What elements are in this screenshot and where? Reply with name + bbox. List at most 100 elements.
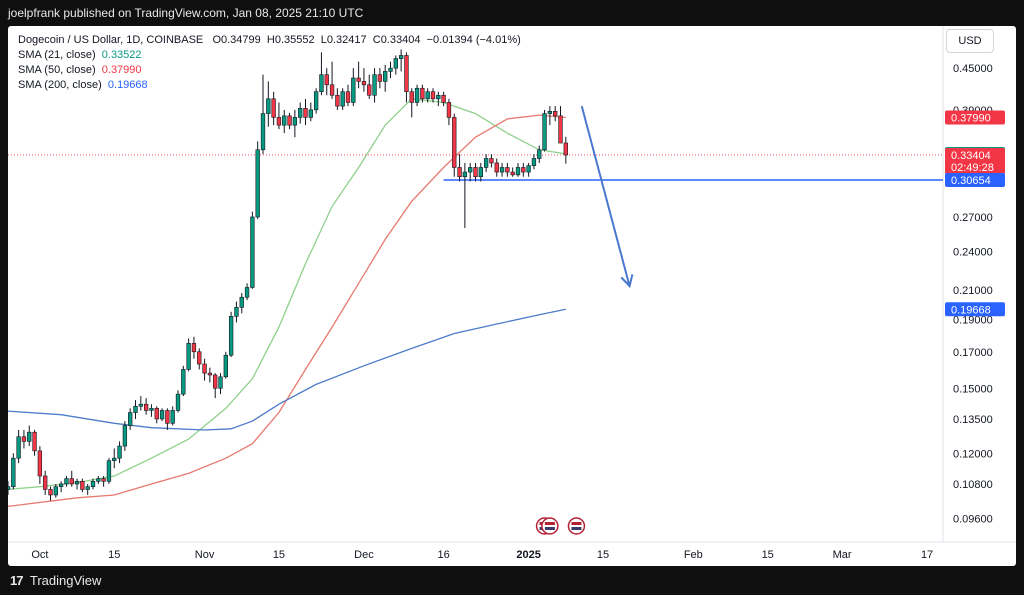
candle-body <box>547 111 553 114</box>
chart-panel[interactable]: 0.450000.390000.270000.240000.210000.190… <box>8 26 1016 566</box>
candle <box>324 68 329 96</box>
x-tick-label: Feb <box>684 549 703 561</box>
candle <box>521 162 526 177</box>
candle <box>43 470 48 495</box>
candle <box>122 421 128 451</box>
candle-body <box>409 91 414 103</box>
candle-body <box>505 167 510 173</box>
candle <box>420 84 425 103</box>
candle <box>58 481 64 493</box>
currency-button[interactable]: USD <box>946 29 994 53</box>
candle-body <box>489 158 494 164</box>
candle <box>228 311 234 357</box>
down-arrow-shaft <box>580 105 631 287</box>
ohlc-change: −0.01394 (−4.01%) <box>426 34 521 46</box>
candle-body <box>499 167 505 173</box>
candle <box>271 91 276 126</box>
candle-body <box>510 171 515 176</box>
candle <box>175 390 181 413</box>
x-tick-label: 15 <box>597 549 609 561</box>
candle-body <box>383 71 388 82</box>
candle <box>276 102 282 130</box>
candle-body <box>388 67 393 72</box>
candle-body <box>335 94 340 107</box>
candle <box>468 162 473 182</box>
candle-body <box>170 410 175 424</box>
candle-body <box>478 167 483 178</box>
publish-info: joelpfrank published on TradingView.com,… <box>8 6 364 20</box>
candle <box>223 351 228 379</box>
candle <box>218 373 223 395</box>
candle-body <box>276 117 282 126</box>
candle <box>457 154 462 182</box>
candle <box>138 396 143 411</box>
candle <box>383 64 388 92</box>
sma200-value: 0.19668 <box>107 79 148 91</box>
x-tick-label: 17 <box>921 549 933 561</box>
candle-body <box>372 74 377 96</box>
candle-body <box>149 408 154 411</box>
event-flag-circle <box>541 517 559 535</box>
candle <box>404 52 409 103</box>
x-tick-label: 15 <box>108 549 120 561</box>
y-tick-label: 0.09600 <box>953 513 993 525</box>
candle-body <box>537 149 542 159</box>
candle <box>282 109 287 134</box>
candle <box>197 348 202 370</box>
candle <box>48 486 53 501</box>
candle <box>21 429 27 449</box>
candle <box>191 336 197 359</box>
y-tick-label: 0.10800 <box>953 479 993 491</box>
x-tick-label: 15 <box>762 549 774 561</box>
y-tick-label: 0.19000 <box>953 314 993 326</box>
x-tick-label: Mar <box>833 549 852 561</box>
candle <box>80 478 85 493</box>
candle <box>335 88 340 110</box>
legend-sma50-row[interactable]: SMA (50, close) 0.37990 <box>18 63 521 78</box>
candle <box>213 373 218 399</box>
candle <box>409 88 414 118</box>
candle-body <box>69 478 74 485</box>
candle-body <box>58 483 64 487</box>
candle-body <box>48 489 53 496</box>
price-label-text: 0.19668 <box>951 304 991 316</box>
legend-sma21-row[interactable]: SMA (21, close) 0.33522 <box>18 48 521 63</box>
y-tick-label: 0.45000 <box>953 63 993 75</box>
candle <box>499 162 505 177</box>
candle <box>298 102 303 124</box>
candle-body <box>420 87 425 100</box>
candle <box>239 292 244 314</box>
price-label-text: 0.33404 <box>951 150 991 162</box>
candle-body <box>494 162 499 173</box>
footer: 17 TradingView <box>0 566 1024 595</box>
candle-body <box>292 117 298 126</box>
x-tick-label: Dec <box>354 549 374 561</box>
candle <box>414 84 420 107</box>
candle-body <box>234 307 239 317</box>
candle <box>128 408 133 430</box>
event-flag-circle <box>567 517 586 535</box>
event-flag-stripe <box>544 522 555 525</box>
candle-body <box>361 81 367 86</box>
price-label-text: 0.37990 <box>951 112 991 124</box>
candle <box>425 88 430 103</box>
candle <box>441 91 446 107</box>
candle-body <box>8 486 11 490</box>
price-chart[interactable]: 0.450000.390000.270000.240000.210000.190… <box>8 26 1016 566</box>
candle <box>446 98 452 126</box>
candle-body <box>74 480 80 485</box>
candle <box>478 162 483 182</box>
candle <box>64 475 69 487</box>
legend-sma200-row[interactable]: SMA (200, close) 0.19668 <box>18 78 521 93</box>
candle-body <box>53 486 58 496</box>
candle-body <box>165 410 170 424</box>
sma-line-50 <box>8 114 566 508</box>
event-flag-icon <box>567 517 586 535</box>
candle <box>515 162 521 177</box>
candle-body <box>473 167 478 178</box>
candle <box>377 68 383 89</box>
candle <box>181 365 186 397</box>
candle <box>308 102 313 122</box>
candle-body <box>16 436 21 459</box>
candle-body <box>239 296 244 308</box>
